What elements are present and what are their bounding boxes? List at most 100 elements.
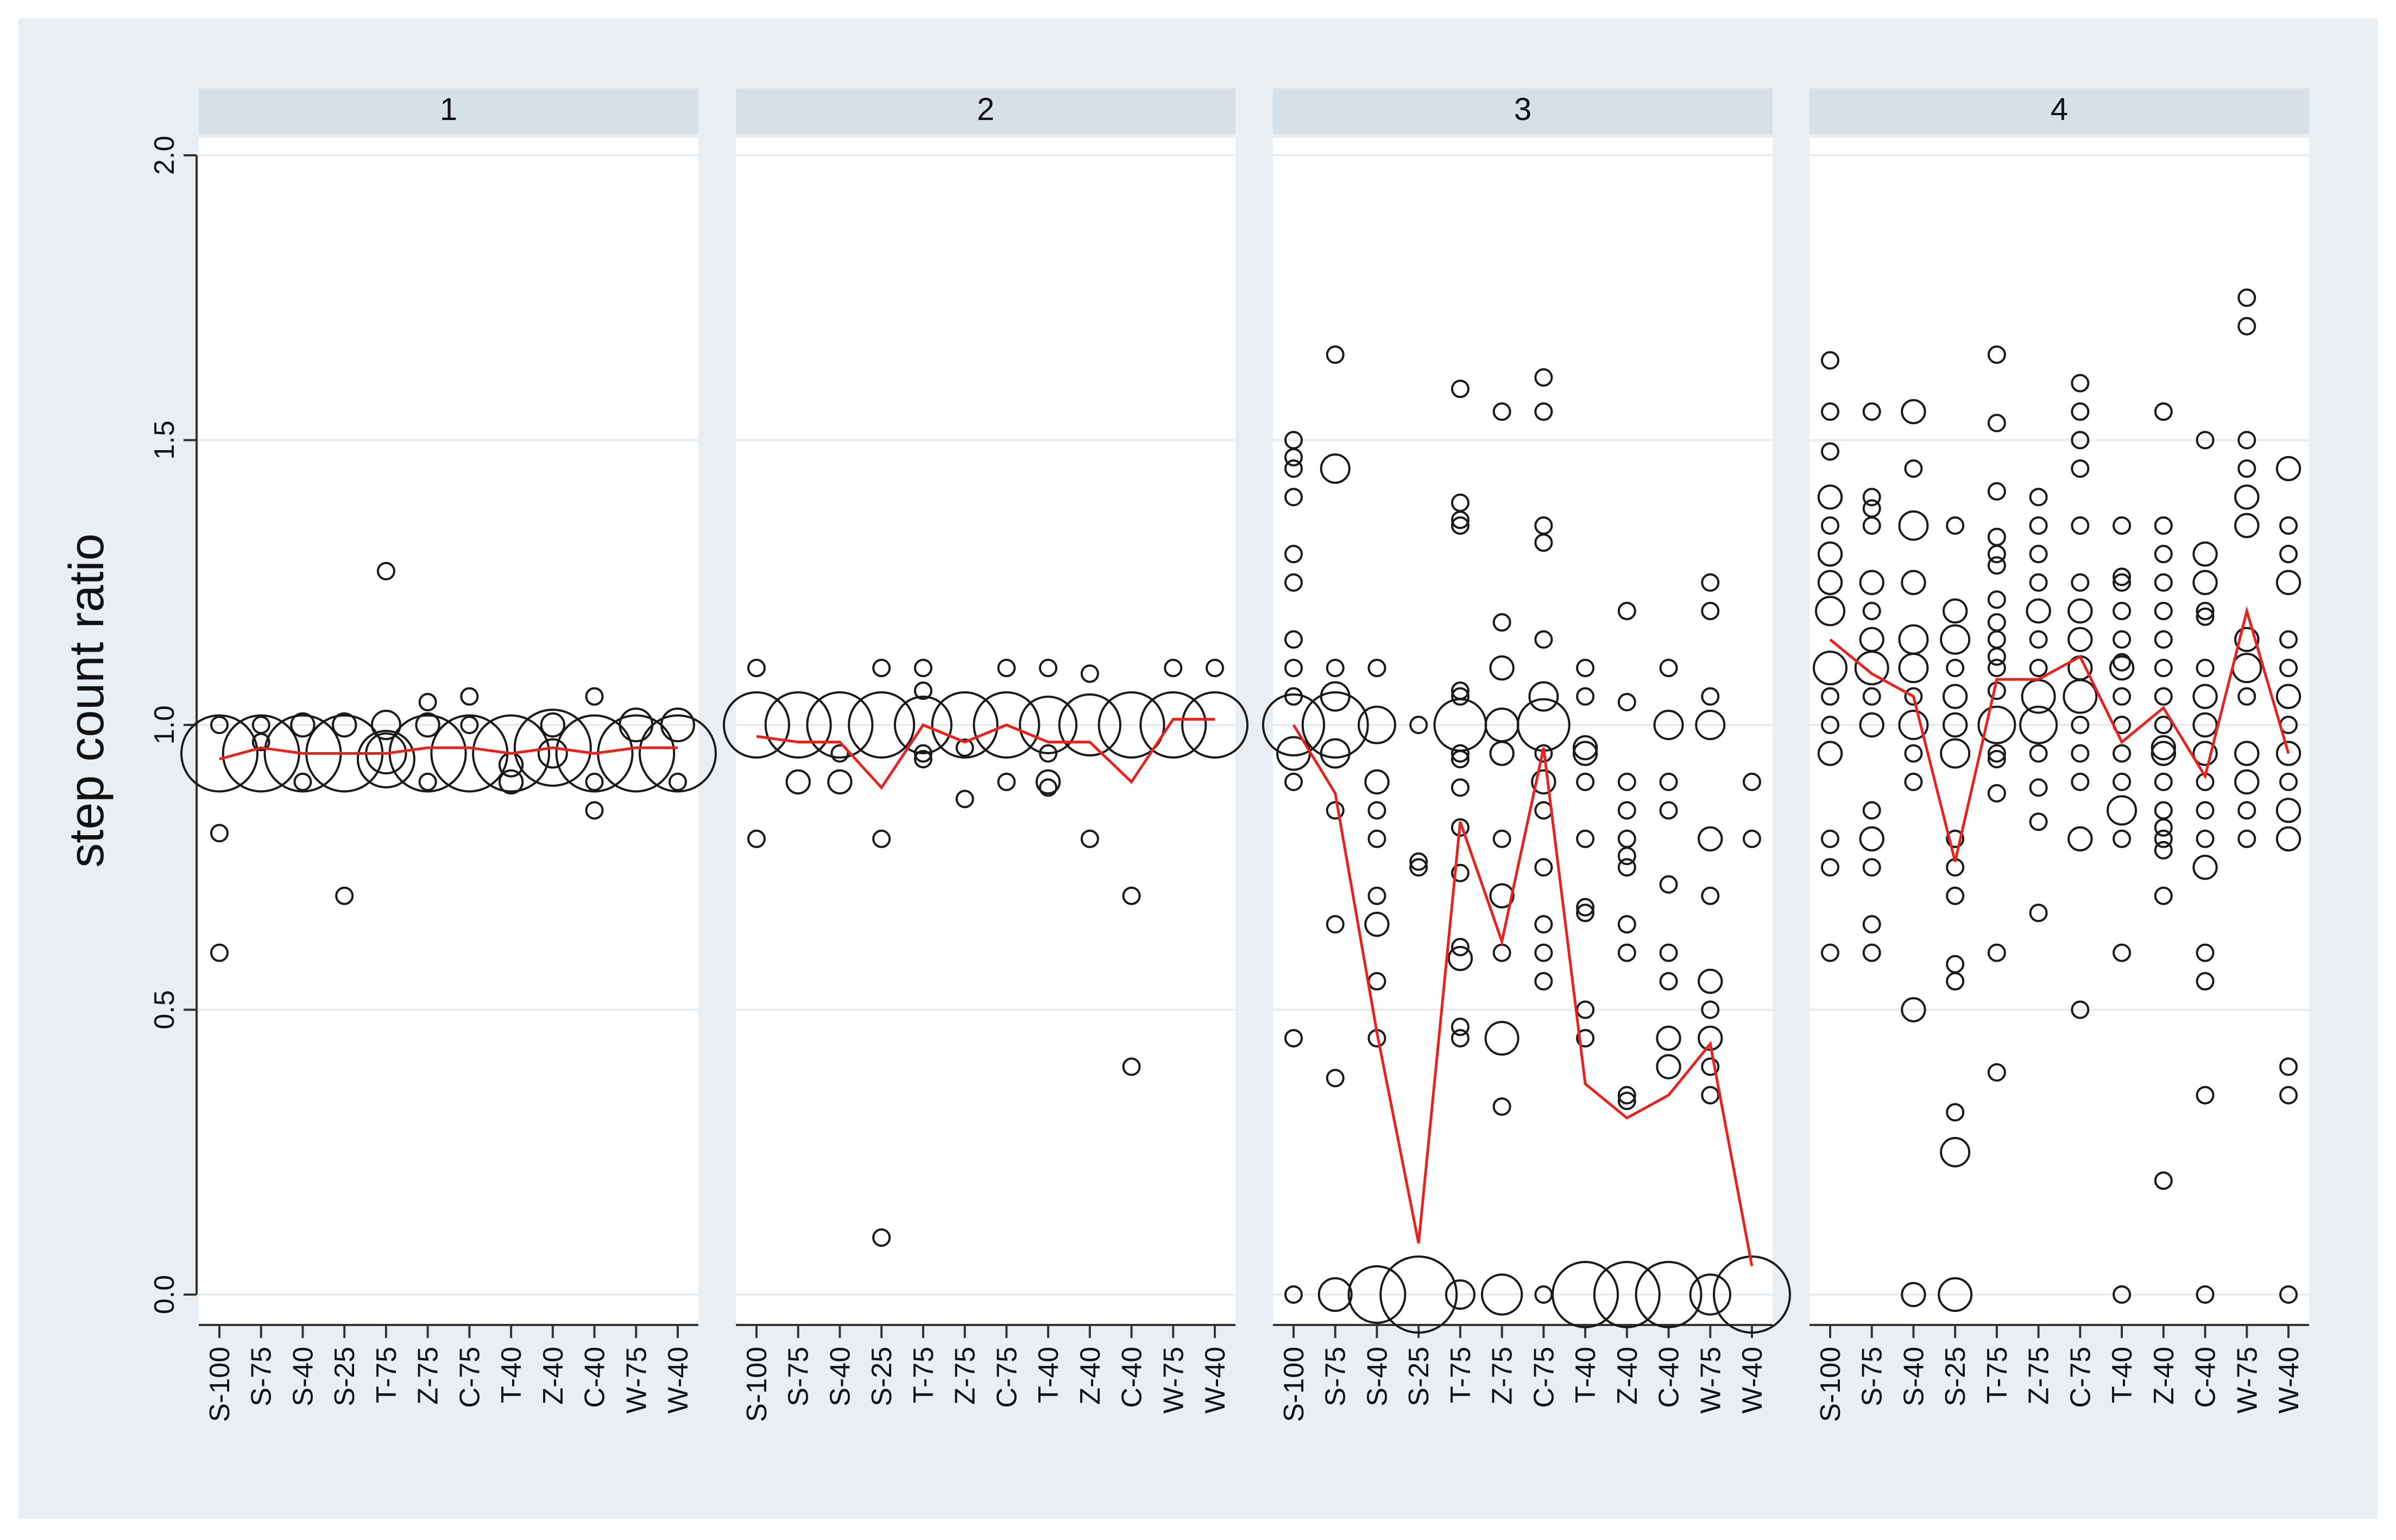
data-point — [293, 772, 312, 791]
data-point — [1659, 659, 1678, 678]
data-point — [1326, 915, 1345, 934]
data-point — [1701, 1085, 1720, 1104]
data-point — [585, 687, 604, 706]
data-point — [1284, 488, 1303, 507]
data-point — [1534, 915, 1553, 934]
data-point — [2192, 855, 2218, 880]
data-point — [1262, 693, 1326, 757]
x-tick-label: C-75 — [454, 1347, 485, 1408]
data-point — [2029, 778, 2048, 797]
data-point — [460, 687, 479, 706]
data-point — [2192, 741, 2218, 766]
y-axis-label: step count ratio — [60, 533, 114, 867]
data-point — [2154, 602, 2173, 621]
plot-area — [1809, 138, 2309, 1325]
data-point — [1901, 399, 1926, 425]
x-tick-label: T-75 — [371, 1347, 402, 1403]
data-point — [290, 712, 316, 738]
data-point — [1409, 716, 1428, 734]
data-point — [1301, 691, 1369, 759]
data-point — [2067, 598, 2093, 624]
data-point — [1326, 345, 1345, 364]
data-point — [872, 659, 891, 678]
x-tick-label: S-25 — [866, 1347, 898, 1406]
data-point — [2196, 431, 2215, 450]
data-point — [764, 691, 832, 759]
data-point — [2071, 1000, 2090, 1019]
data-point — [585, 772, 604, 791]
data-point — [1617, 1091, 1636, 1110]
data-point — [1492, 1097, 1511, 1116]
data-point — [2071, 402, 2090, 421]
data-point — [2029, 630, 2048, 649]
data-point — [1035, 769, 1061, 795]
x-tick-label: W-75 — [621, 1347, 652, 1413]
data-point — [955, 738, 974, 757]
mean-line — [1829, 605, 2290, 862]
data-point — [1987, 943, 2006, 962]
data-point — [2279, 659, 2298, 678]
data-point — [1576, 829, 1595, 848]
data-point — [1821, 829, 1839, 848]
data-point — [1039, 778, 1058, 797]
data-point — [1987, 482, 2006, 501]
plot-area — [199, 138, 698, 1325]
data-point — [1617, 915, 1636, 934]
data-point — [1817, 484, 1843, 510]
data-point — [2275, 684, 2302, 709]
data-point — [2071, 459, 2090, 478]
data-point — [1576, 687, 1595, 706]
data-point — [2113, 829, 2132, 848]
data-point — [1451, 818, 1470, 837]
data-point — [2237, 801, 2256, 820]
data-point — [1409, 858, 1428, 877]
data-point — [1617, 801, 1636, 820]
data-point — [1656, 1025, 1681, 1051]
data-point — [997, 659, 1016, 678]
data-point — [1451, 1017, 1470, 1036]
data-point — [540, 712, 566, 738]
data-point — [1320, 453, 1351, 484]
data-point — [1901, 1282, 1926, 1308]
x-tick-label: C-40 — [579, 1347, 611, 1408]
data-point — [2237, 459, 2256, 478]
data-point — [1451, 749, 1470, 768]
data-point — [1987, 659, 2006, 678]
data-point — [2154, 841, 2173, 860]
data-point — [2196, 1285, 2215, 1304]
data-point — [1977, 705, 2016, 744]
plot-area — [736, 138, 1235, 1325]
y-tick-label: 2.0 — [149, 136, 180, 175]
data-point — [2234, 741, 2260, 766]
x-tick-label: S-25 — [329, 1347, 361, 1406]
data-point — [1451, 510, 1470, 529]
data-point — [1364, 769, 1390, 795]
x-tick-label: Z-75 — [2023, 1347, 2055, 1405]
x-tick-label: W-75 — [1695, 1347, 1726, 1413]
data-point — [913, 744, 932, 763]
data-point — [747, 829, 766, 848]
data-point — [1942, 712, 1968, 738]
data-point — [1593, 1261, 1661, 1328]
data-point — [1098, 691, 1165, 759]
data-point — [2237, 687, 2256, 706]
data-point — [1534, 972, 1553, 991]
data-point — [2234, 484, 2260, 510]
panel-3: 3 S-100 S-75 S-40 S-25 T-75 Z-75 C-75 T-40 Z-40 C-… — [1262, 89, 1791, 1422]
data-point — [2192, 541, 2218, 567]
data-point — [1492, 402, 1511, 421]
data-point — [2192, 570, 2218, 595]
data-point — [2029, 659, 2048, 678]
data-point — [1284, 687, 1303, 706]
data-point — [1367, 801, 1386, 820]
data-point — [1451, 744, 1470, 763]
x-tick-label: S-100 — [741, 1347, 773, 1422]
data-point — [1284, 659, 1303, 678]
data-point — [1701, 1000, 1720, 1019]
x-tick-label: Z-40 — [1612, 1347, 1643, 1405]
data-point — [1058, 693, 1121, 757]
data-point — [1862, 402, 1881, 421]
data-point — [1451, 687, 1470, 706]
data-point — [1862, 915, 1881, 934]
